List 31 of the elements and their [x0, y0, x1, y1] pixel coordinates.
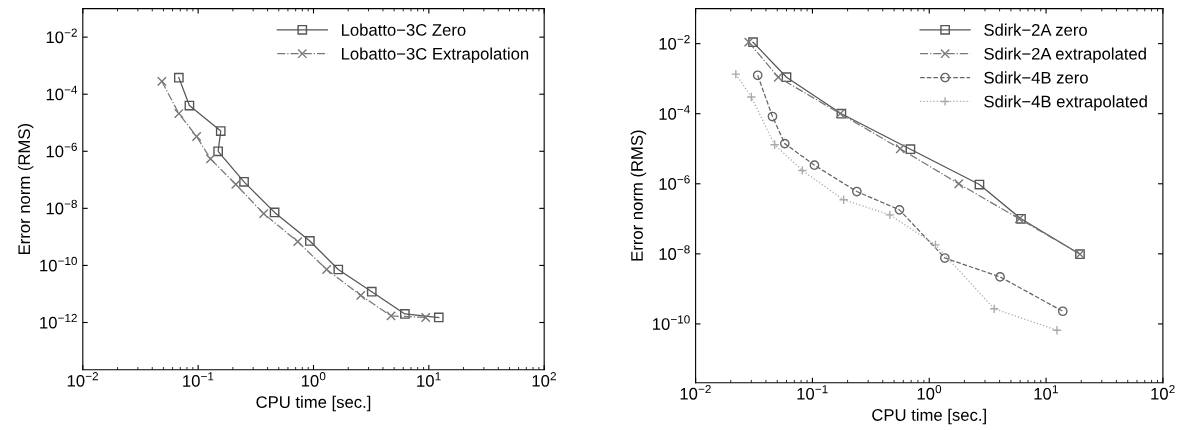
x-tick-label: 10$^{−1}$: [797, 385, 828, 400]
y-tick-label: 10$^{−10}$: [40, 256, 77, 272]
x-tick-label: 10$^{−1}$: [183, 372, 214, 387]
y-tick-label: 10$^{−10}$: [653, 315, 690, 330]
x-tick-label: 10$^{1}$: [1034, 385, 1058, 400]
legend-label: Sdirk−2A extrapolated: [984, 47, 1146, 64]
y-tick-label: 10$^{−8}$: [46, 199, 77, 215]
legend-label: Lobatto−3C Extrapolation: [342, 47, 529, 64]
y-tick-label: 10$^{−6}$: [46, 142, 77, 158]
x-tick-label: 10$^{2}$: [532, 372, 556, 387]
y-tick-label: 10$^{−4}$: [659, 105, 690, 120]
y-tick-label: 10$^{−2}$: [659, 35, 690, 50]
legend-label: Sdirk−4B zero: [984, 71, 1088, 84]
legend-label: Sdirk−4B extrapolated: [984, 95, 1147, 111]
y-tick-label: 10$^{−6}$: [659, 175, 690, 190]
x-axis-title: CPU time [sec.]: [256, 395, 371, 412]
x-tick-label: 10$^{0}$: [917, 384, 942, 400]
y-tick-label: 10$^{−2}$: [46, 28, 77, 44]
y-axis-title: Error norm (RMS): [17, 124, 34, 255]
y-tick-label: 10$^{−8}$: [659, 245, 690, 260]
y-axis-title: Error norm (RMS): [630, 130, 647, 261]
legend-label: Lobatto−3C Zero: [342, 23, 466, 36]
y-tick-label: 10$^{−12}$: [40, 313, 77, 329]
x-axis-title: CPU time [sec.]: [872, 408, 986, 425]
legend-label: Sdirk−2A zero: [984, 23, 1087, 36]
x-tick-label: 10$^{1}$: [417, 372, 441, 387]
x-tick-label: 10$^{−2}$: [67, 372, 98, 387]
x-tick-label: 10$^{−2}$: [680, 384, 711, 400]
y-tick-label: 10$^{−4}$: [46, 85, 78, 101]
x-tick-label: 10$^{0}$: [301, 372, 326, 387]
x-tick-label: 10$^{2}$: [1151, 384, 1175, 400]
